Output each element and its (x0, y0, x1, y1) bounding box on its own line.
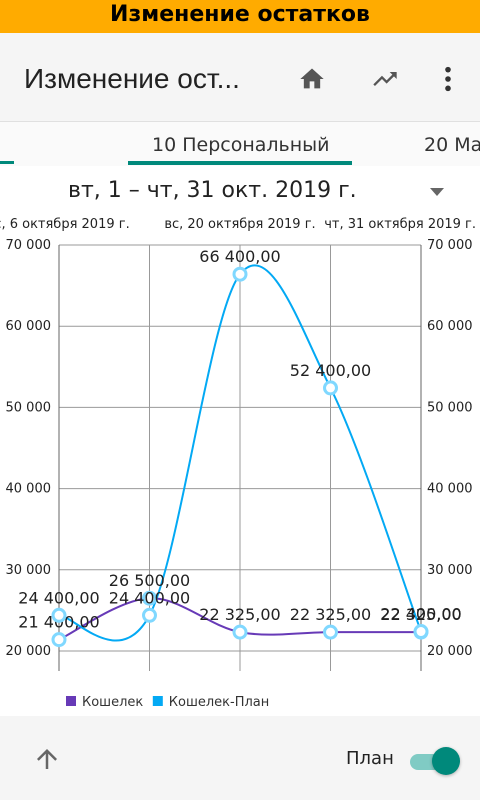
plan-toggle[interactable] (410, 747, 460, 775)
trending-up-icon[interactable] (365, 61, 405, 97)
legend-label-1: Кошелек-План (169, 695, 269, 710)
period-label: вт, 1 – чт, 31 окт. 2019 г. (68, 178, 357, 203)
window-title: Изменение остатков (110, 2, 370, 27)
legend-label-0: Кошелек (82, 695, 143, 710)
data-label-s1: 22 400,00 (380, 605, 461, 624)
data-label-s1: 24 400,00 (109, 588, 190, 607)
y-tick-label-right: 40 000 (427, 482, 473, 497)
app-bar: Изменение ост... (0, 33, 480, 122)
legend-swatch-1 (152, 696, 163, 706)
tab-next[interactable]: 20 Ма (424, 134, 480, 156)
data-label-s0: 26 500,00 (109, 571, 190, 590)
plan-label: План (346, 748, 394, 769)
data-point-s1 (142, 607, 157, 623)
data-point-s0 (51, 632, 67, 648)
home-icon[interactable] (292, 61, 332, 97)
y-tick-label-right: 20 000 (427, 644, 473, 659)
data-point-s1 (232, 266, 248, 282)
data-point-s1 (323, 380, 338, 396)
data-label-s1: 66 400,00 (199, 247, 280, 266)
data-point-s1 (51, 607, 67, 623)
x-tick-label: вс, 20 октября 2019 г. (164, 217, 315, 232)
y-tick-label-left: 20 000 (6, 644, 52, 659)
plan-toggle-thumb (432, 747, 460, 775)
y-tick-label-right: 60 000 (427, 319, 473, 334)
data-label-s0: 22 325,00 (290, 605, 371, 624)
y-tick-label-right: 30 000 (427, 563, 473, 578)
data-point-s0 (142, 590, 157, 606)
data-point-s1 (413, 624, 429, 640)
data-label-s0: 22 325,00 (199, 605, 280, 624)
window-titlebar: Изменение остатков (0, 0, 480, 33)
prev-tab-indicator (0, 161, 14, 164)
data-label-s0: 22 325,00 (380, 605, 461, 624)
data-label-s1: 52 400,00 (290, 361, 371, 380)
y-tick-label-right: 50 000 (427, 400, 473, 415)
y-tick-label-left: 60 000 (6, 319, 52, 334)
more-vert-icon[interactable] (428, 61, 468, 97)
tab-personal[interactable]: 10 Персональный (152, 134, 330, 156)
y-tick-label-left: 30 000 (6, 563, 52, 578)
y-tick-label-left: 70 000 (6, 238, 52, 253)
x-tick-label: чт, 31 октября 2019 г. (324, 217, 476, 232)
balance-chart: 20 000 20 000 30 000 30 000 40 000 40 000 50 0… (0, 217, 476, 710)
dropdown-arrow-icon[interactable] (430, 188, 444, 196)
tab-bar: 10 Персональный 20 Ма (0, 122, 480, 166)
arrow-up-icon[interactable] (32, 744, 62, 774)
data-label-s1: 24 400,00 (18, 588, 99, 607)
y-tick-label-right: 70 000 (427, 238, 473, 253)
page-title: Изменение ост... (24, 63, 240, 94)
selected-tab-indicator (128, 161, 352, 165)
period-selector[interactable]: вт, 1 – чт, 31 окт. 2019 г. (0, 166, 480, 214)
bottom-bar: План (0, 716, 480, 800)
y-tick-label-left: 50 000 (6, 400, 52, 415)
data-point-s0 (232, 624, 248, 640)
data-point-s0 (323, 624, 338, 640)
x-tick-label: с, 6 октября 2019 г. (0, 217, 130, 232)
legend-swatch-0 (66, 696, 76, 706)
y-tick-label-left: 40 000 (6, 482, 52, 497)
